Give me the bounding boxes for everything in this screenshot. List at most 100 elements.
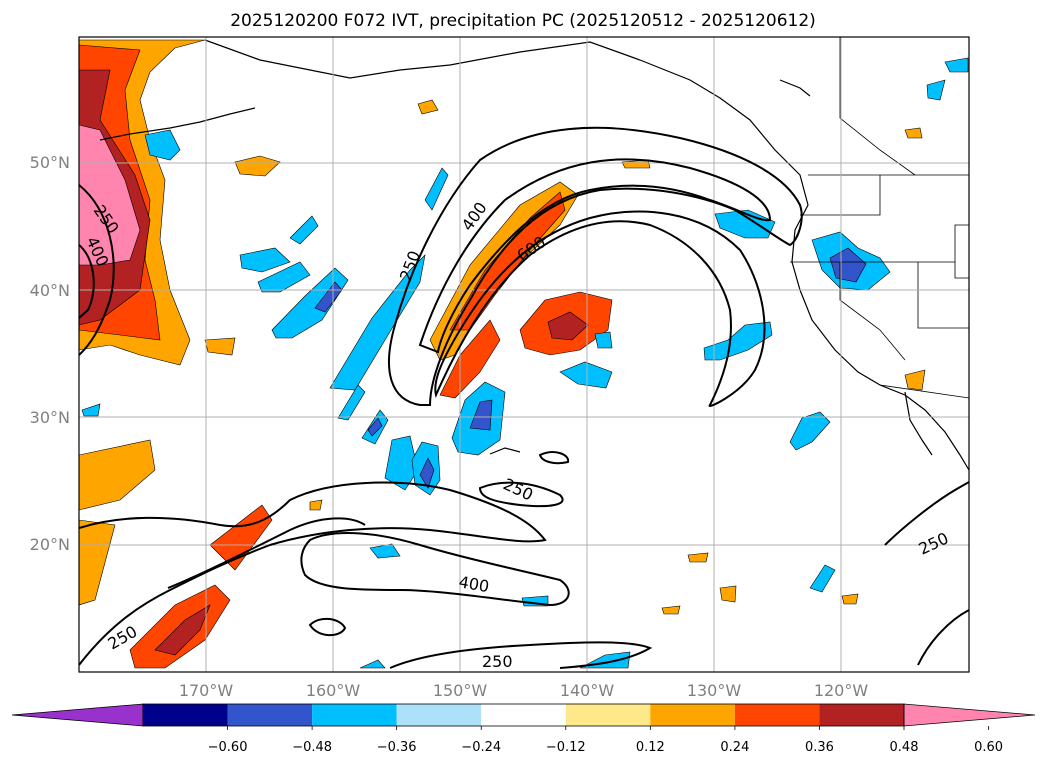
precip-neg-cell	[81, 403, 101, 417]
precip-neg-cell	[271, 267, 349, 339]
precip-neg-cell	[714, 209, 776, 239]
colorbar-segment	[565, 704, 651, 726]
ivt-contour-250-south	[79, 481, 547, 666]
precip-neg-cell	[144, 129, 181, 161]
lon-label: 160°W	[306, 681, 361, 700]
precip-region-central	[547, 311, 589, 341]
precip-neg-cell	[367, 417, 383, 437]
precip-cell	[234, 155, 281, 177]
ivt-contour-250-east	[884, 481, 969, 546]
lon-label: 130°W	[687, 681, 742, 700]
colorbar-segment	[481, 704, 566, 726]
precip-neg-cell	[789, 411, 831, 451]
precip-cell	[661, 605, 681, 615]
colorbar-tick-label: 0.36	[805, 740, 834, 755]
ivt-contour-250-hawaii	[538, 451, 570, 465]
coastline-island	[779, 79, 811, 97]
latitude-labels: 50°N 40°N 30°N 20°N	[30, 153, 70, 554]
ivt-contour-250-west	[79, 184, 115, 356]
precip-neg-cell	[944, 57, 969, 73]
precip-cell	[417, 99, 439, 115]
border-us-mexico	[879, 384, 969, 399]
lat-label: 50°N	[30, 153, 70, 172]
colorbar-segment	[143, 704, 228, 726]
map-frame	[78, 36, 970, 673]
political-borders	[790, 37, 969, 399]
colorbar-segment	[396, 704, 482, 726]
lat-label: 40°N	[30, 281, 70, 300]
colorbar: −0.60 −0.48 −0.36 −0.24 −0.12 0.12 0.24 0.36 0.4…	[11, 703, 1036, 755]
precip-neg-cell	[419, 457, 435, 489]
precip-cell	[687, 552, 709, 563]
colorbar-tick-label: 0.12	[636, 740, 665, 755]
precip-region-southwest	[79, 439, 156, 511]
border-state	[954, 224, 969, 279]
precip-neg-cell	[559, 361, 613, 389]
colorbar-tick-label: −0.36	[377, 740, 417, 755]
colorbar-tick-label: 0.48	[890, 740, 919, 755]
precip-cell	[841, 593, 859, 605]
longitude-labels: 170°W 160°W 150°W 140°W 130°W 120°W	[179, 681, 869, 700]
border-state	[800, 175, 881, 216]
precipitation-fill	[79, 39, 969, 669]
colorbar-tick-label: −0.48	[292, 740, 332, 755]
lat-label: 20°N	[30, 535, 70, 554]
precip-cell	[204, 337, 236, 356]
precip-neg-cell	[703, 321, 773, 361]
colorbar-tick-label: −0.12	[546, 740, 586, 755]
precip-neg-cell	[289, 215, 319, 245]
coastline-hawaii	[489, 447, 521, 455]
ivt-contour-250-bottom	[389, 641, 653, 669]
precip-neg-cell	[424, 167, 449, 211]
lon-label: 140°W	[560, 681, 615, 700]
border-state	[917, 262, 969, 329]
colorbar-segment	[650, 704, 735, 726]
precip-cell	[309, 499, 323, 511]
colorbar-tick-label: 0.24	[720, 740, 749, 755]
gridlines	[79, 37, 969, 672]
precip-cell	[719, 585, 737, 603]
coastlines	[99, 39, 969, 471]
ivt-contour-250-river	[388, 126, 803, 406]
precip-neg-cell	[359, 659, 386, 669]
ivt-contour-250-hawaii	[478, 481, 564, 508]
colorbar-extend-low	[11, 703, 144, 727]
lat-label: 30°N	[30, 408, 70, 427]
coastline-northamerica	[204, 39, 969, 471]
precip-neg-cell	[926, 79, 946, 101]
map-title: 2025120200 F072 IVT, precipitation PC (2…	[230, 11, 816, 31]
precip-region-southwest	[79, 519, 116, 606]
colorbar-segment	[312, 704, 397, 726]
ivt-contour-400-west	[79, 244, 95, 319]
colorbar-tick-label: 0.60	[974, 740, 1003, 755]
map-panel	[79, 37, 969, 672]
contour-label: 250	[482, 652, 513, 671]
border-state	[839, 262, 906, 361]
ivt-contour-400-south	[300, 532, 570, 607]
lon-label: 150°W	[433, 681, 488, 700]
precip-neg-cell	[829, 247, 867, 283]
precip-cell	[904, 369, 926, 391]
ivt-contour-600-river	[434, 210, 766, 407]
lon-label: 120°W	[814, 681, 869, 700]
colorbar-extend-high	[903, 703, 1036, 727]
precip-region-southwest	[154, 604, 211, 656]
coastline-baja	[904, 391, 933, 456]
precip-neg-cell	[809, 564, 836, 593]
precip-neg-cell	[337, 384, 366, 421]
colorbar-segment	[734, 704, 820, 726]
ivt-contour-250-small	[308, 617, 347, 637]
precip-neg-cell	[594, 331, 613, 349]
precip-region-west	[79, 124, 141, 266]
precip-neg-cell	[239, 247, 291, 273]
colorbar-segment	[227, 704, 313, 726]
colorbar-tick-label: −0.60	[208, 740, 248, 755]
lon-label: 170°W	[179, 681, 234, 700]
ivt-contour-400-river	[418, 158, 772, 354]
precip-neg-cell	[329, 254, 426, 391]
ivt-contours	[79, 126, 969, 669]
map-background	[79, 37, 969, 672]
ivt-contour-250-south	[167, 517, 366, 589]
coastline-aleutians	[99, 107, 256, 141]
